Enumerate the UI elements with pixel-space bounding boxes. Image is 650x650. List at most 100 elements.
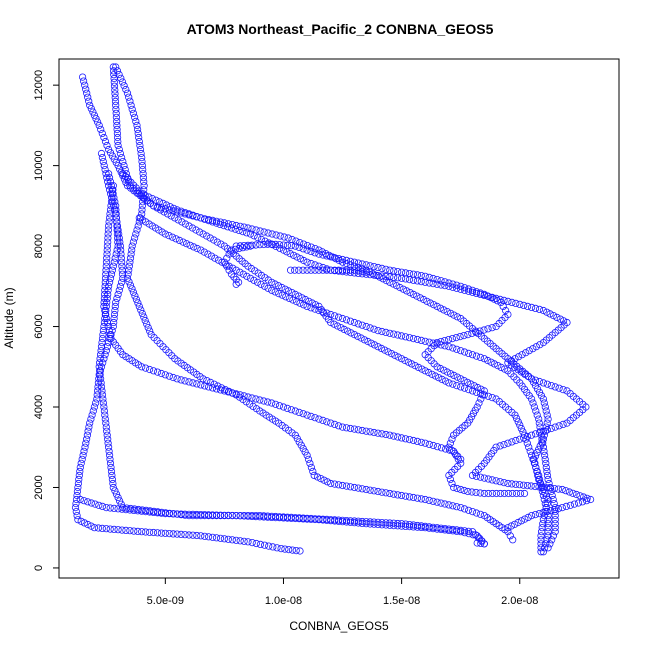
data-point — [500, 478, 508, 487]
data-point — [134, 527, 142, 536]
data-point — [110, 194, 118, 202]
data-point — [101, 137, 110, 146]
data-point — [113, 117, 121, 126]
data-point — [405, 334, 414, 342]
data-point — [342, 256, 351, 264]
data-point — [494, 361, 502, 370]
data-point — [303, 258, 311, 266]
data-point — [205, 511, 213, 519]
data-point — [550, 499, 558, 508]
data-point — [235, 278, 243, 286]
data-point — [527, 431, 536, 439]
data-point — [122, 85, 130, 94]
data-point — [146, 528, 154, 536]
data-point — [175, 236, 184, 244]
data-point — [504, 528, 512, 536]
data-point — [378, 327, 386, 336]
data-point — [275, 289, 283, 298]
data-point — [102, 347, 110, 355]
data-point — [185, 510, 193, 518]
data-point — [174, 216, 182, 224]
data-point — [460, 331, 468, 340]
data-point — [544, 524, 552, 532]
data-point — [303, 451, 311, 459]
data-point — [527, 395, 536, 403]
data-point — [358, 519, 366, 528]
data-point — [457, 383, 465, 391]
data-point — [171, 214, 179, 222]
data-point — [181, 220, 189, 228]
data-point — [358, 485, 366, 493]
data-point — [440, 306, 448, 314]
data-point — [203, 232, 211, 240]
data-point — [99, 395, 107, 403]
data-point — [403, 287, 411, 295]
data-point — [253, 278, 262, 286]
data-point — [535, 483, 543, 491]
data-point — [231, 225, 239, 233]
data-point — [210, 380, 218, 388]
data-point — [551, 516, 559, 524]
data-point — [141, 191, 149, 199]
data-point — [197, 246, 205, 254]
data-point — [468, 488, 476, 496]
data-point — [539, 491, 548, 500]
data-point — [114, 141, 122, 150]
data-point — [244, 538, 252, 546]
data-point — [243, 272, 251, 280]
data-point — [168, 233, 176, 241]
data-point — [205, 383, 213, 391]
data-point — [118, 278, 126, 286]
data-point — [111, 97, 120, 106]
data-point — [86, 419, 94, 427]
data-point — [425, 496, 433, 504]
data-point — [366, 262, 374, 270]
data-point — [107, 182, 115, 190]
data-point — [308, 299, 316, 307]
data-point — [331, 480, 339, 488]
data-point — [95, 375, 103, 383]
data-point — [110, 71, 118, 79]
data-point — [441, 377, 450, 385]
data-point — [323, 418, 331, 426]
data-point — [97, 125, 105, 133]
data-point — [79, 451, 87, 459]
data-point — [303, 266, 311, 274]
data-point — [315, 415, 323, 423]
data-point — [574, 499, 583, 507]
data-point — [82, 85, 90, 93]
data-point — [193, 510, 201, 519]
data-point — [537, 532, 545, 540]
data-point — [551, 507, 559, 516]
data-point — [533, 467, 541, 475]
data-point — [538, 524, 546, 532]
data-point — [220, 511, 228, 519]
data-point — [118, 262, 126, 270]
data-point — [275, 241, 284, 249]
data-point — [77, 459, 85, 467]
data-point — [77, 517, 85, 525]
data-point — [224, 535, 232, 543]
data-point — [114, 526, 122, 534]
data-point — [358, 260, 366, 268]
data-point — [527, 511, 536, 520]
data-point — [111, 254, 119, 262]
data-point — [358, 321, 366, 329]
data-point — [417, 438, 425, 446]
data-point — [306, 459, 314, 467]
data-point — [331, 312, 339, 320]
data-point — [537, 536, 545, 544]
data-point — [102, 503, 110, 512]
data-point — [549, 495, 557, 504]
data-point — [106, 459, 115, 467]
data-point — [138, 528, 146, 536]
data-point — [582, 497, 591, 505]
data-point — [103, 314, 111, 323]
data-point — [299, 301, 308, 309]
data-point — [285, 294, 293, 302]
data-point — [338, 481, 347, 490]
data-point — [206, 234, 214, 242]
data-point — [281, 285, 289, 293]
data-point — [111, 306, 119, 315]
data-point — [167, 212, 175, 220]
